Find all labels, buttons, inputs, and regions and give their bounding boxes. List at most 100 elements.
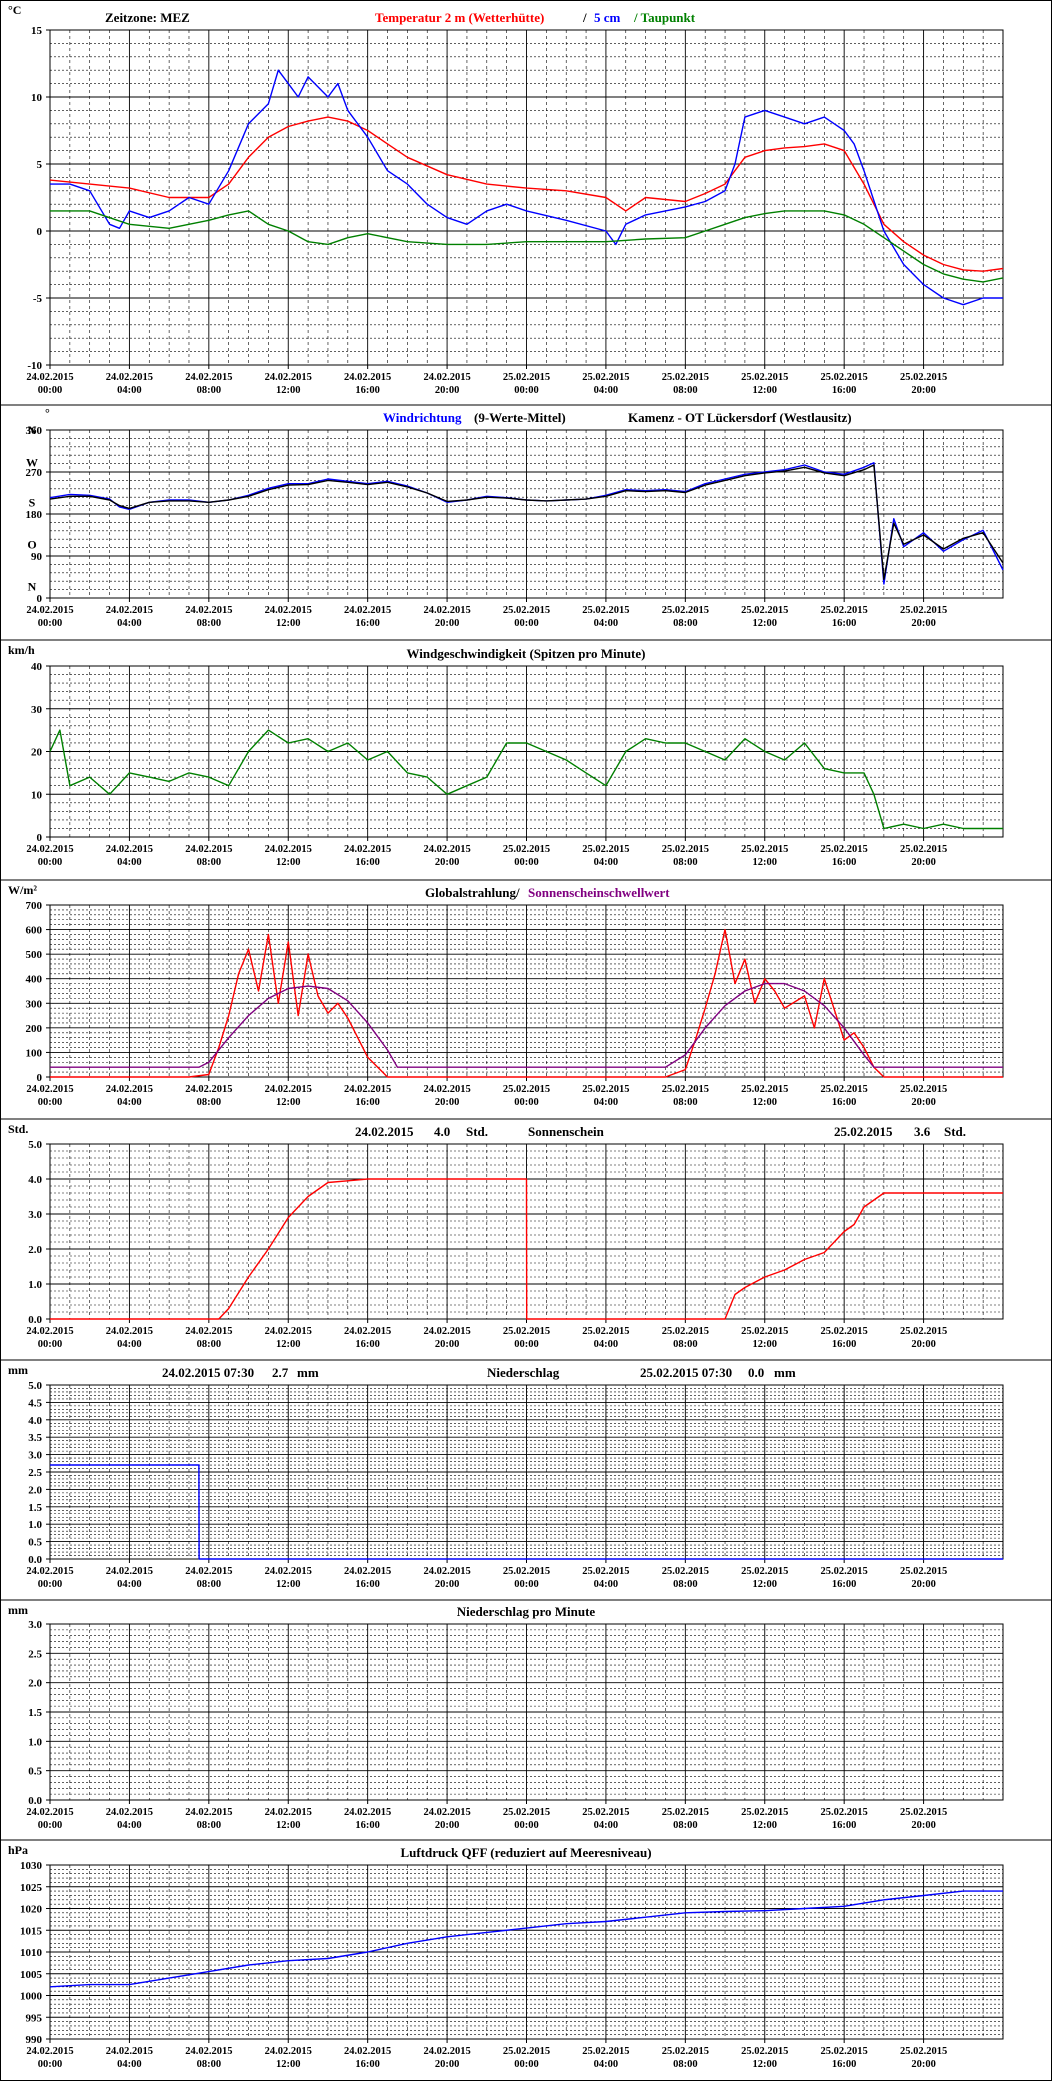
x-tick-label-time: 00:00 <box>38 1097 63 1108</box>
x-tick-label-time: 08:00 <box>197 1820 222 1831</box>
x-tick-label-time: 20:00 <box>911 1579 936 1590</box>
x-tick-label-date: 24.02.2015 <box>185 844 232 855</box>
x-tick-label-time: 16:00 <box>355 618 380 629</box>
compass-label: S <box>29 495 36 509</box>
x-tick-label-time: 16:00 <box>832 1097 857 1108</box>
x-tick-label-time: 04:00 <box>117 857 142 868</box>
y-tick-label: 700 <box>26 900 43 912</box>
panel-title: 5 cm <box>594 10 621 25</box>
x-tick-label-date: 25.02.2015 <box>900 1084 947 1095</box>
x-tick-label-time: 04:00 <box>117 1097 142 1108</box>
y-tick-label: 0.0 <box>28 1314 42 1326</box>
panel-title: Niederschlag pro Minute <box>457 1604 596 1619</box>
x-tick-label-time: 04:00 <box>594 1579 619 1590</box>
x-tick-label-date: 24.02.2015 <box>423 844 470 855</box>
x-tick-label-date: 24.02.2015 <box>423 1807 470 1818</box>
y-tick-label: 1005 <box>20 1969 43 1981</box>
y-tick-label: 0.5 <box>28 1537 42 1549</box>
panel-title: Sonnenschein <box>528 1124 605 1139</box>
x-tick-label-time: 04:00 <box>594 1820 619 1831</box>
x-tick-label-date: 25.02.2015 <box>741 1807 788 1818</box>
x-tick-label-time: 12:00 <box>276 1097 301 1108</box>
x-tick-label-date: 25.02.2015 <box>821 2046 868 2057</box>
panel-title: 0.0 <box>748 1365 764 1380</box>
x-tick-label-time: 00:00 <box>514 1820 539 1831</box>
x-tick-label-time: 16:00 <box>355 1097 380 1108</box>
x-tick-label-time: 12:00 <box>276 1579 301 1590</box>
y-tick-label: 1025 <box>20 1882 43 1894</box>
unit-label: mm <box>8 1363 28 1377</box>
x-tick-label-time: 12:00 <box>753 1579 778 1590</box>
panel-title: 3.6 <box>914 1124 931 1139</box>
x-tick-label-date: 25.02.2015 <box>900 844 947 855</box>
x-tick-label-date: 25.02.2015 <box>900 2046 947 2057</box>
x-tick-label-time: 12:00 <box>753 1820 778 1831</box>
y-tick-label: 2.5 <box>28 1648 42 1660</box>
y-tick-label: 40 <box>31 661 43 673</box>
panel-title: Niederschlag <box>487 1365 560 1380</box>
x-tick-label-date: 25.02.2015 <box>821 1084 868 1095</box>
panel-title: 2.7 <box>272 1365 289 1380</box>
series-line-precipitation-0 <box>50 1464 1003 1560</box>
x-tick-label-time: 08:00 <box>673 618 698 629</box>
series-line-global-radiation-1 <box>50 982 1003 1068</box>
unit-label: Std. <box>8 1122 28 1136</box>
x-tick-label-date: 25.02.2015 <box>503 2046 550 2057</box>
y-tick-label: 4.0 <box>28 1415 42 1427</box>
x-tick-label-date: 25.02.2015 <box>582 1084 629 1095</box>
x-tick-label-time: 00:00 <box>38 857 63 868</box>
x-tick-label-time: 00:00 <box>514 385 539 396</box>
x-tick-label-time: 16:00 <box>355 857 380 868</box>
panel-title: 25.02.2015 07:30 <box>640 1365 732 1380</box>
x-tick-label-date: 24.02.2015 <box>344 1326 391 1337</box>
x-tick-label-date: 24.02.2015 <box>106 844 153 855</box>
x-tick-label-date: 25.02.2015 <box>662 372 709 383</box>
x-tick-label-date: 25.02.2015 <box>662 1807 709 1818</box>
x-tick-label-date: 25.02.2015 <box>582 605 629 616</box>
panel-wind-direction: 090180270360NWSON°24.02.201500:0024.02.2… <box>0 406 1052 641</box>
x-tick-label-time: 12:00 <box>753 385 778 396</box>
unit-label: hPa <box>8 1843 28 1857</box>
unit-label: °C <box>8 3 21 17</box>
x-tick-label-date: 24.02.2015 <box>344 372 391 383</box>
y-tick-label: 20 <box>31 747 43 759</box>
panel-wind-speed: 0 10 20 30 40 km/h 24.02.2015 00:00 24.02.2015 04… <box>0 643 1052 881</box>
x-tick-label-time: 00:00 <box>514 618 539 629</box>
x-tick-label-time: 20:00 <box>911 618 936 629</box>
x-tick-label-time: 16:00 <box>832 857 857 868</box>
x-tick-label-date: 25.02.2015 <box>900 1326 947 1337</box>
x-tick-label-date: 25.02.2015 <box>900 605 947 616</box>
x-tick-label-date: 24.02.2015 <box>265 1566 312 1577</box>
panel-title: / <box>582 10 587 25</box>
x-tick-label-date: 25.02.2015 <box>821 605 868 616</box>
y-tick-label: 2.5 <box>28 1467 42 1479</box>
y-tick-label: 1020 <box>20 1904 43 1916</box>
x-tick-label-date: 24.02.2015 <box>265 372 312 383</box>
y-tick-label: 2.0 <box>28 1678 42 1690</box>
panel-global-radiation: 0 100 200 300 400 500 600 700 W/m² 24.02.2015 00:0… <box>0 883 1052 1120</box>
x-tick-label-time: 04:00 <box>117 618 142 629</box>
x-tick-label-date: 24.02.2015 <box>265 1807 312 1818</box>
x-tick-label-time: 20:00 <box>435 1579 460 1590</box>
y-tick-label: 2.0 <box>28 1484 42 1496</box>
x-tick-label-time: 12:00 <box>753 1339 778 1350</box>
x-tick-label-time: 08:00 <box>673 1579 698 1590</box>
y-tick-label: 5.0 <box>28 1380 42 1392</box>
y-tick-label: 400 <box>26 974 43 986</box>
x-tick-label-date: 24.02.2015 <box>185 1566 232 1577</box>
x-tick-label-time: 12:00 <box>276 2059 301 2070</box>
y-tick-label: 2.0 <box>28 1244 42 1256</box>
x-tick-label-time: 00:00 <box>514 2059 539 2070</box>
x-tick-label-time: 08:00 <box>673 1339 698 1350</box>
x-tick-label-date: 25.02.2015 <box>900 1807 947 1818</box>
compass-label: O <box>27 537 36 551</box>
y-tick-label: -10 <box>27 360 42 372</box>
panel-precipitation-per-minute: 0.0 0.5 1.0 1.5 2.0 2.5 3.0mm 24.02.2015 00:00 24… <box>0 1603 1052 1841</box>
x-tick-label-time: 04:00 <box>117 385 142 396</box>
x-tick-label-time: 08:00 <box>197 857 222 868</box>
y-tick-label: 30 <box>31 704 43 716</box>
x-tick-label-date: 25.02.2015 <box>900 372 947 383</box>
x-tick-label-date: 25.02.2015 <box>821 1566 868 1577</box>
x-tick-label-date: 25.02.2015 <box>503 372 550 383</box>
